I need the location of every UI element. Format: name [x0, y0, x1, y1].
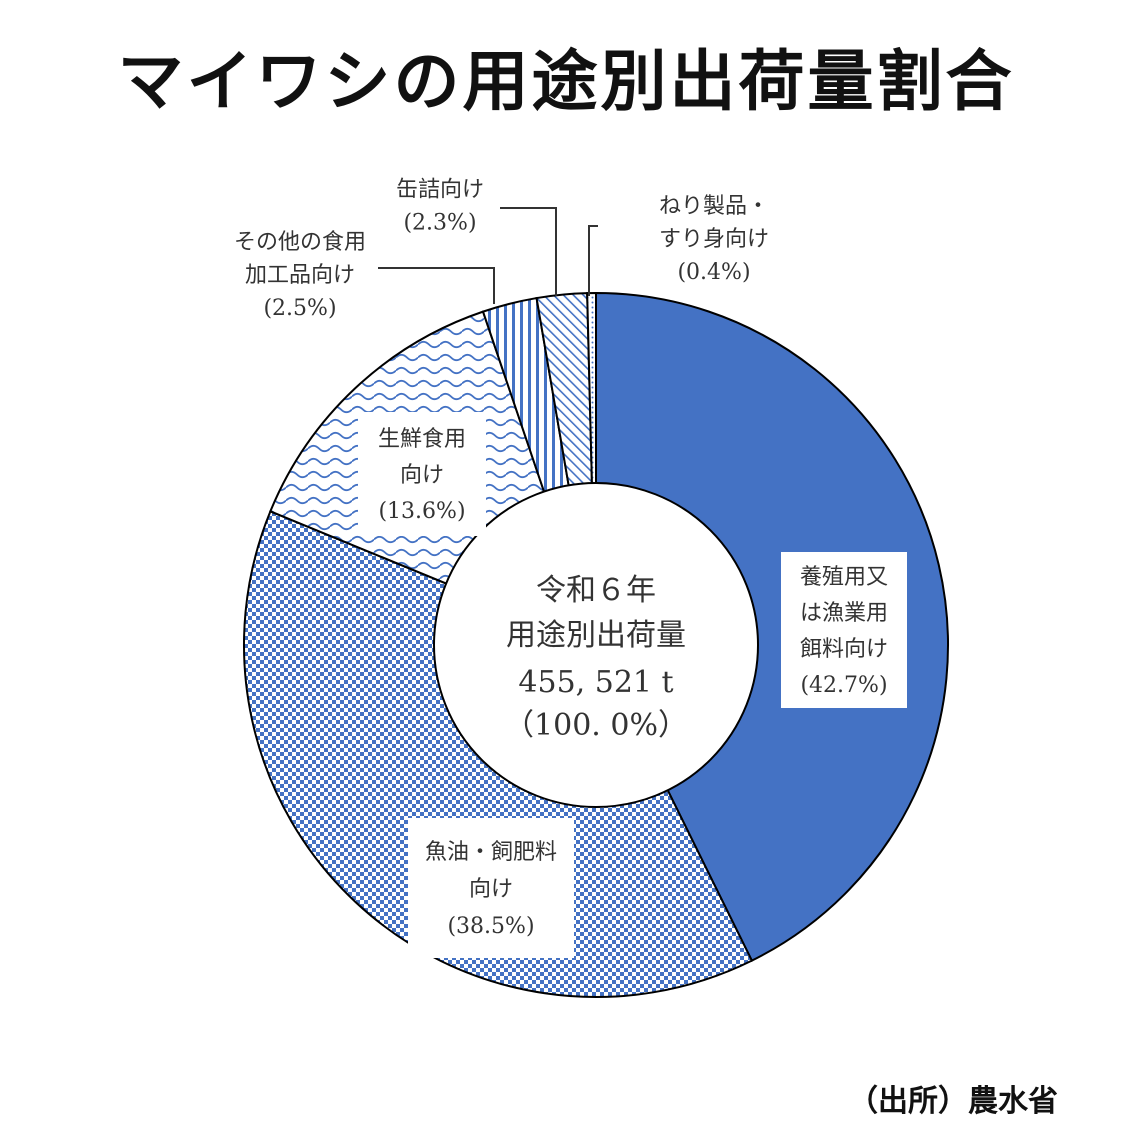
slice-label-line: 餌料向け	[800, 637, 888, 662]
slice-label-line: 加工品向け	[245, 263, 355, 288]
slice-label-line: 魚油・飼肥料	[425, 840, 557, 865]
slice-label-line: 向け	[400, 463, 444, 488]
label-canned: 缶詰向け (2.3%)	[396, 177, 484, 235]
label-surimi: ねり製品・すり身向け (0.4%)	[659, 194, 769, 285]
center-text-line: 455, 521 t	[518, 665, 673, 700]
chart-title: マイワシの用途別出荷量割合	[117, 43, 1015, 120]
leader-surimi	[588, 225, 598, 296]
slice-label-line: (2.3%)	[403, 210, 476, 235]
slice-label-line: 缶詰向け	[396, 177, 484, 202]
slice-feed	[595, 291, 949, 962]
slice-label-line: 生鮮食用	[378, 427, 466, 452]
slice-label-line: 向け	[469, 877, 513, 902]
slice-label-line: その他の食用	[234, 230, 366, 255]
source-note: （出所）農水省	[848, 1084, 1058, 1119]
slice-label-line: は漁業用	[800, 601, 888, 626]
leader-canned	[500, 207, 557, 296]
leader-other-processed	[378, 267, 495, 304]
slice-label-line: (2.5%)	[263, 296, 336, 321]
donut-hole	[433, 482, 759, 808]
slice-label-line: (13.6%)	[378, 499, 465, 524]
slice-label-line: (42.7%)	[800, 673, 887, 698]
slice-label-line: ねり製品・	[659, 194, 769, 219]
center-text-line: 用途別出荷量	[506, 618, 686, 653]
slice-label-line: (0.4%)	[677, 260, 750, 285]
slice-label-line: (38.5%)	[447, 914, 534, 939]
slice-label-line: すり身向け	[659, 227, 769, 252]
slice-label-line: 養殖用又	[800, 565, 888, 590]
center-text-line: （100. 0%）	[504, 708, 688, 743]
center-text-line: 令和６年	[536, 573, 656, 608]
